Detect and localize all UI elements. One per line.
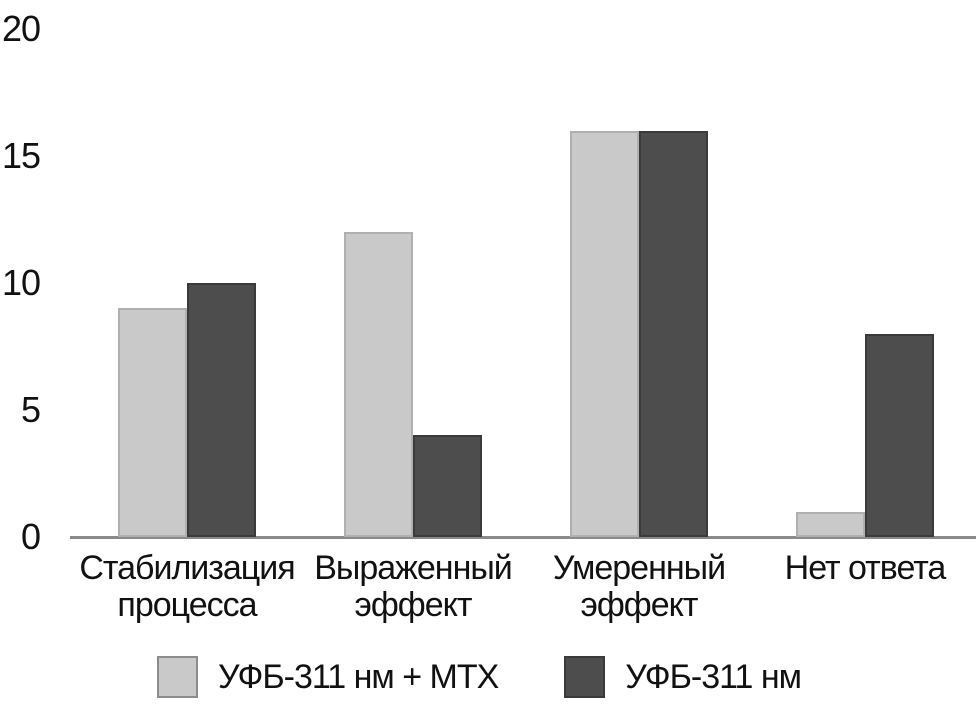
bar-series-1-category-3 xyxy=(865,334,934,537)
bar-series-1-category-1 xyxy=(413,435,482,537)
x-category-label: Выраженный эффект xyxy=(288,550,538,624)
legend-item-ufb: УФБ-311 нм xyxy=(564,656,802,698)
legend-swatch-ufb xyxy=(564,656,606,698)
x-axis-line xyxy=(70,536,976,539)
legend-swatch-ufb-mtx xyxy=(157,656,198,698)
legend-label-ufb-mtx: УФБ-311 нм + МТХ xyxy=(218,657,499,696)
legend-item-ufb-mtx: УФБ-311 нм + МТХ xyxy=(157,656,499,698)
bar-series-0-category-2 xyxy=(570,131,639,537)
x-category-label: Нет ответа xyxy=(740,550,980,587)
y-tick-label: 0 xyxy=(20,516,41,557)
bar-series-0-category-0 xyxy=(118,308,187,537)
x-category-label-line: Выраженный xyxy=(314,549,513,587)
y-tick-label: 5 xyxy=(20,389,41,430)
y-tick-label: 15 xyxy=(1,135,41,176)
y-tick-label: 10 xyxy=(1,262,41,303)
legend: УФБ-311 нм + МТХ УФБ-311 нм xyxy=(157,656,802,698)
legend-label-ufb: УФБ-311 нм xyxy=(625,657,802,696)
x-category-label: Стабилизация процесса xyxy=(62,550,312,624)
x-category-label-line: эффект xyxy=(354,586,472,624)
x-category-label-line: Нет ответа xyxy=(784,549,947,587)
x-category-label-line: эффект xyxy=(580,586,698,624)
x-category-label-line: Умеренный xyxy=(552,549,726,587)
y-tick-label: 20 xyxy=(1,8,41,49)
bar-series-0-category-1 xyxy=(344,232,413,537)
x-category-label-line: Стабилизация xyxy=(79,549,295,587)
bar-series-1-category-0 xyxy=(187,283,256,537)
bar-series-0-category-3 xyxy=(796,512,865,537)
bar-series-1-category-2 xyxy=(639,131,708,537)
x-category-label: Умеренный эффект xyxy=(514,550,764,624)
x-category-label-line: процесса xyxy=(117,586,257,624)
